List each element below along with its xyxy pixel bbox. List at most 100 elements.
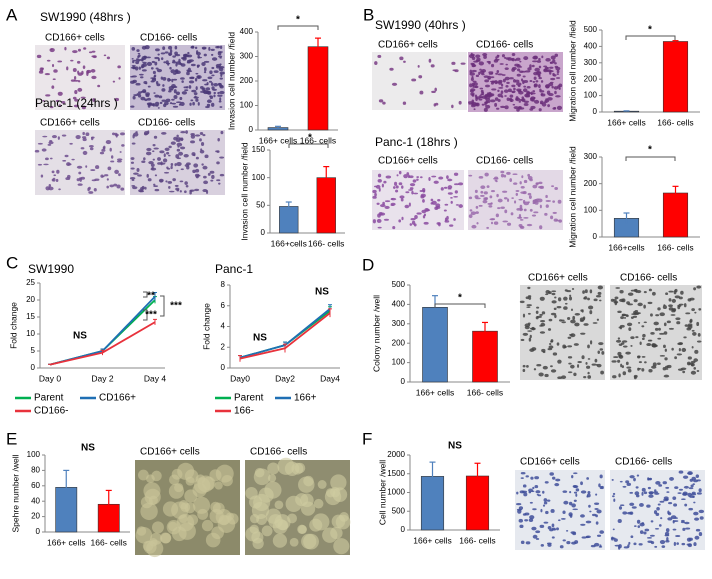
cell bbox=[175, 69, 179, 73]
cell bbox=[522, 368, 526, 373]
cell bbox=[612, 495, 615, 498]
cell bbox=[398, 182, 403, 186]
cell bbox=[617, 546, 621, 550]
cell bbox=[422, 188, 426, 192]
cell bbox=[534, 99, 540, 104]
cell bbox=[164, 147, 170, 152]
cell bbox=[693, 511, 699, 516]
cell bbox=[458, 204, 463, 208]
cell bbox=[476, 57, 481, 61]
cell bbox=[621, 365, 624, 369]
cell bbox=[647, 540, 653, 543]
cell bbox=[61, 134, 67, 137]
cell bbox=[476, 222, 479, 225]
y-tick-label: 0 bbox=[593, 107, 598, 116]
cell bbox=[176, 169, 179, 172]
cell bbox=[169, 66, 172, 70]
cell bbox=[130, 80, 135, 84]
x-tick-label: Day 0 bbox=[39, 373, 61, 383]
cell bbox=[209, 70, 213, 75]
cell bbox=[543, 65, 548, 68]
cell bbox=[58, 104, 61, 107]
cell bbox=[167, 180, 173, 184]
cell bbox=[564, 302, 568, 305]
cell bbox=[151, 166, 154, 170]
cell bbox=[203, 60, 210, 63]
cell bbox=[58, 188, 61, 191]
cell bbox=[515, 192, 519, 196]
cell bbox=[190, 63, 196, 67]
x-tick-label: 166+ cells bbox=[413, 535, 452, 545]
cell bbox=[500, 105, 506, 109]
cell bbox=[157, 107, 160, 109]
cell bbox=[182, 56, 187, 61]
cell bbox=[683, 485, 689, 489]
cell bbox=[447, 192, 453, 195]
cell bbox=[507, 198, 510, 203]
cell bbox=[535, 80, 539, 83]
cell bbox=[653, 510, 658, 515]
cell bbox=[484, 79, 490, 83]
cell bbox=[499, 63, 504, 65]
cell bbox=[540, 322, 546, 327]
cell bbox=[550, 312, 557, 316]
cell bbox=[543, 521, 549, 524]
cell bbox=[51, 63, 55, 68]
cell bbox=[174, 163, 177, 167]
cell bbox=[638, 543, 643, 546]
cell bbox=[303, 533, 319, 550]
cell bbox=[151, 78, 157, 82]
cell bbox=[573, 499, 577, 502]
cell bbox=[494, 179, 498, 182]
cell bbox=[129, 176, 136, 180]
cell bbox=[691, 308, 695, 312]
cell bbox=[555, 95, 561, 98]
cell bbox=[526, 365, 529, 368]
cell bbox=[82, 137, 87, 142]
cell bbox=[630, 344, 633, 347]
cell bbox=[557, 297, 562, 302]
cell bbox=[650, 313, 653, 317]
cell bbox=[483, 197, 488, 200]
cell bbox=[615, 287, 621, 289]
cell bbox=[627, 303, 633, 306]
cell bbox=[495, 56, 498, 60]
y-tick-label: 20 bbox=[31, 512, 40, 521]
cell bbox=[189, 189, 195, 192]
cell bbox=[657, 307, 661, 311]
x-tick-label: Day 4 bbox=[144, 373, 166, 383]
cell bbox=[177, 462, 195, 480]
cell bbox=[620, 342, 625, 345]
cell bbox=[665, 486, 670, 489]
cell bbox=[219, 97, 222, 102]
cell bbox=[132, 60, 135, 64]
cell bbox=[676, 542, 679, 545]
cell bbox=[473, 108, 476, 111]
chart-title: SW1990 (48hrs ) bbox=[40, 10, 131, 24]
cell bbox=[568, 362, 572, 365]
cell bbox=[503, 89, 509, 93]
cell bbox=[105, 140, 112, 145]
cell bbox=[403, 60, 406, 63]
cell bbox=[166, 166, 169, 169]
cell bbox=[655, 314, 660, 317]
cell bbox=[519, 300, 525, 304]
cell bbox=[97, 84, 101, 88]
cell bbox=[513, 106, 519, 110]
cell bbox=[664, 348, 667, 352]
cell bbox=[92, 98, 96, 102]
cell bbox=[557, 359, 562, 364]
cell bbox=[619, 504, 625, 507]
cell bbox=[159, 150, 165, 154]
cell bbox=[245, 526, 261, 542]
cell bbox=[191, 89, 197, 93]
y-tick-label: 100 bbox=[584, 205, 598, 214]
cell bbox=[550, 365, 553, 368]
cell bbox=[218, 55, 223, 58]
cell bbox=[650, 332, 655, 335]
cell bbox=[506, 171, 511, 175]
significance-bracket bbox=[434, 303, 486, 308]
cell bbox=[444, 203, 449, 206]
cell bbox=[545, 289, 551, 294]
cell bbox=[694, 517, 700, 521]
